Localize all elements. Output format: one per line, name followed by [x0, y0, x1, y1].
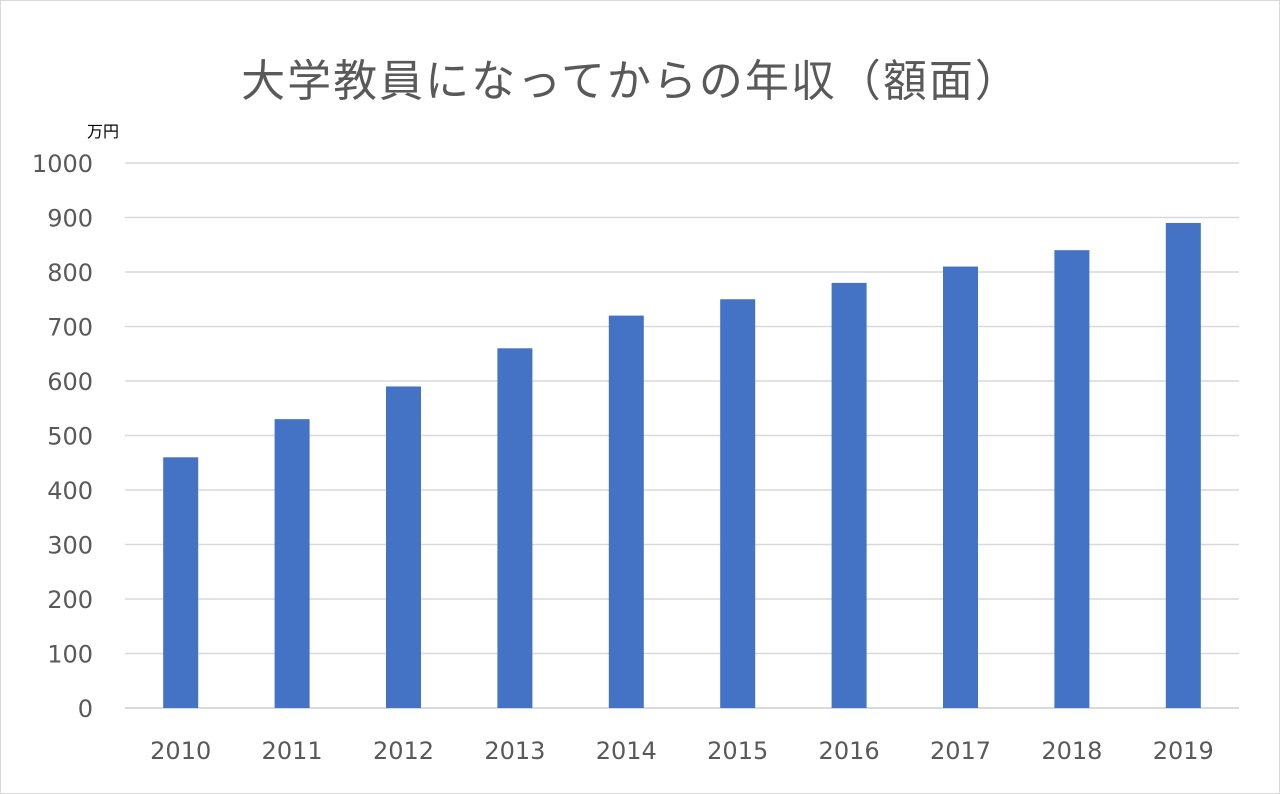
y-tick-label: 200 [47, 586, 93, 614]
y-tick-label: 300 [47, 532, 93, 560]
y-tick-label: 600 [47, 368, 93, 396]
bar-2017 [943, 266, 978, 708]
y-tick-label: 900 [47, 205, 93, 233]
bar-2010 [163, 457, 199, 708]
y-tick-label: 1000 [32, 150, 93, 178]
bar-2016 [831, 282, 867, 708]
x-tick-label: 2016 [819, 737, 880, 765]
y-axis-unit-label: 万円 [87, 122, 120, 141]
bar-2013 [497, 348, 533, 708]
x-tick-label: 2010 [150, 737, 211, 765]
y-tick-label: 100 [47, 641, 93, 669]
bar-2012 [386, 386, 421, 708]
x-tick-label: 2018 [1041, 737, 1102, 765]
x-tick-label: 2013 [484, 737, 545, 765]
y-tick-label: 0 [78, 695, 93, 723]
x-tick-label: 2019 [1153, 737, 1214, 765]
y-tick-label: 800 [47, 259, 93, 287]
chart-title: 大学教員になってからの年収（額面） [241, 56, 1021, 107]
x-tick-label: 2014 [596, 737, 657, 765]
bar-2015 [720, 299, 756, 708]
x-tick-label: 2015 [707, 737, 768, 765]
bar-2019 [1165, 222, 1201, 708]
bar-2011 [274, 419, 310, 708]
y-tick-label: 500 [47, 423, 93, 451]
bar-2018 [1054, 250, 1090, 708]
x-tick-label: 2012 [373, 737, 434, 765]
x-tick-label: 2011 [262, 737, 323, 765]
bar-2014 [608, 315, 644, 708]
x-tick-label: 2017 [930, 737, 991, 765]
y-tick-label: 700 [47, 314, 93, 342]
y-tick-label: 400 [47, 477, 93, 505]
